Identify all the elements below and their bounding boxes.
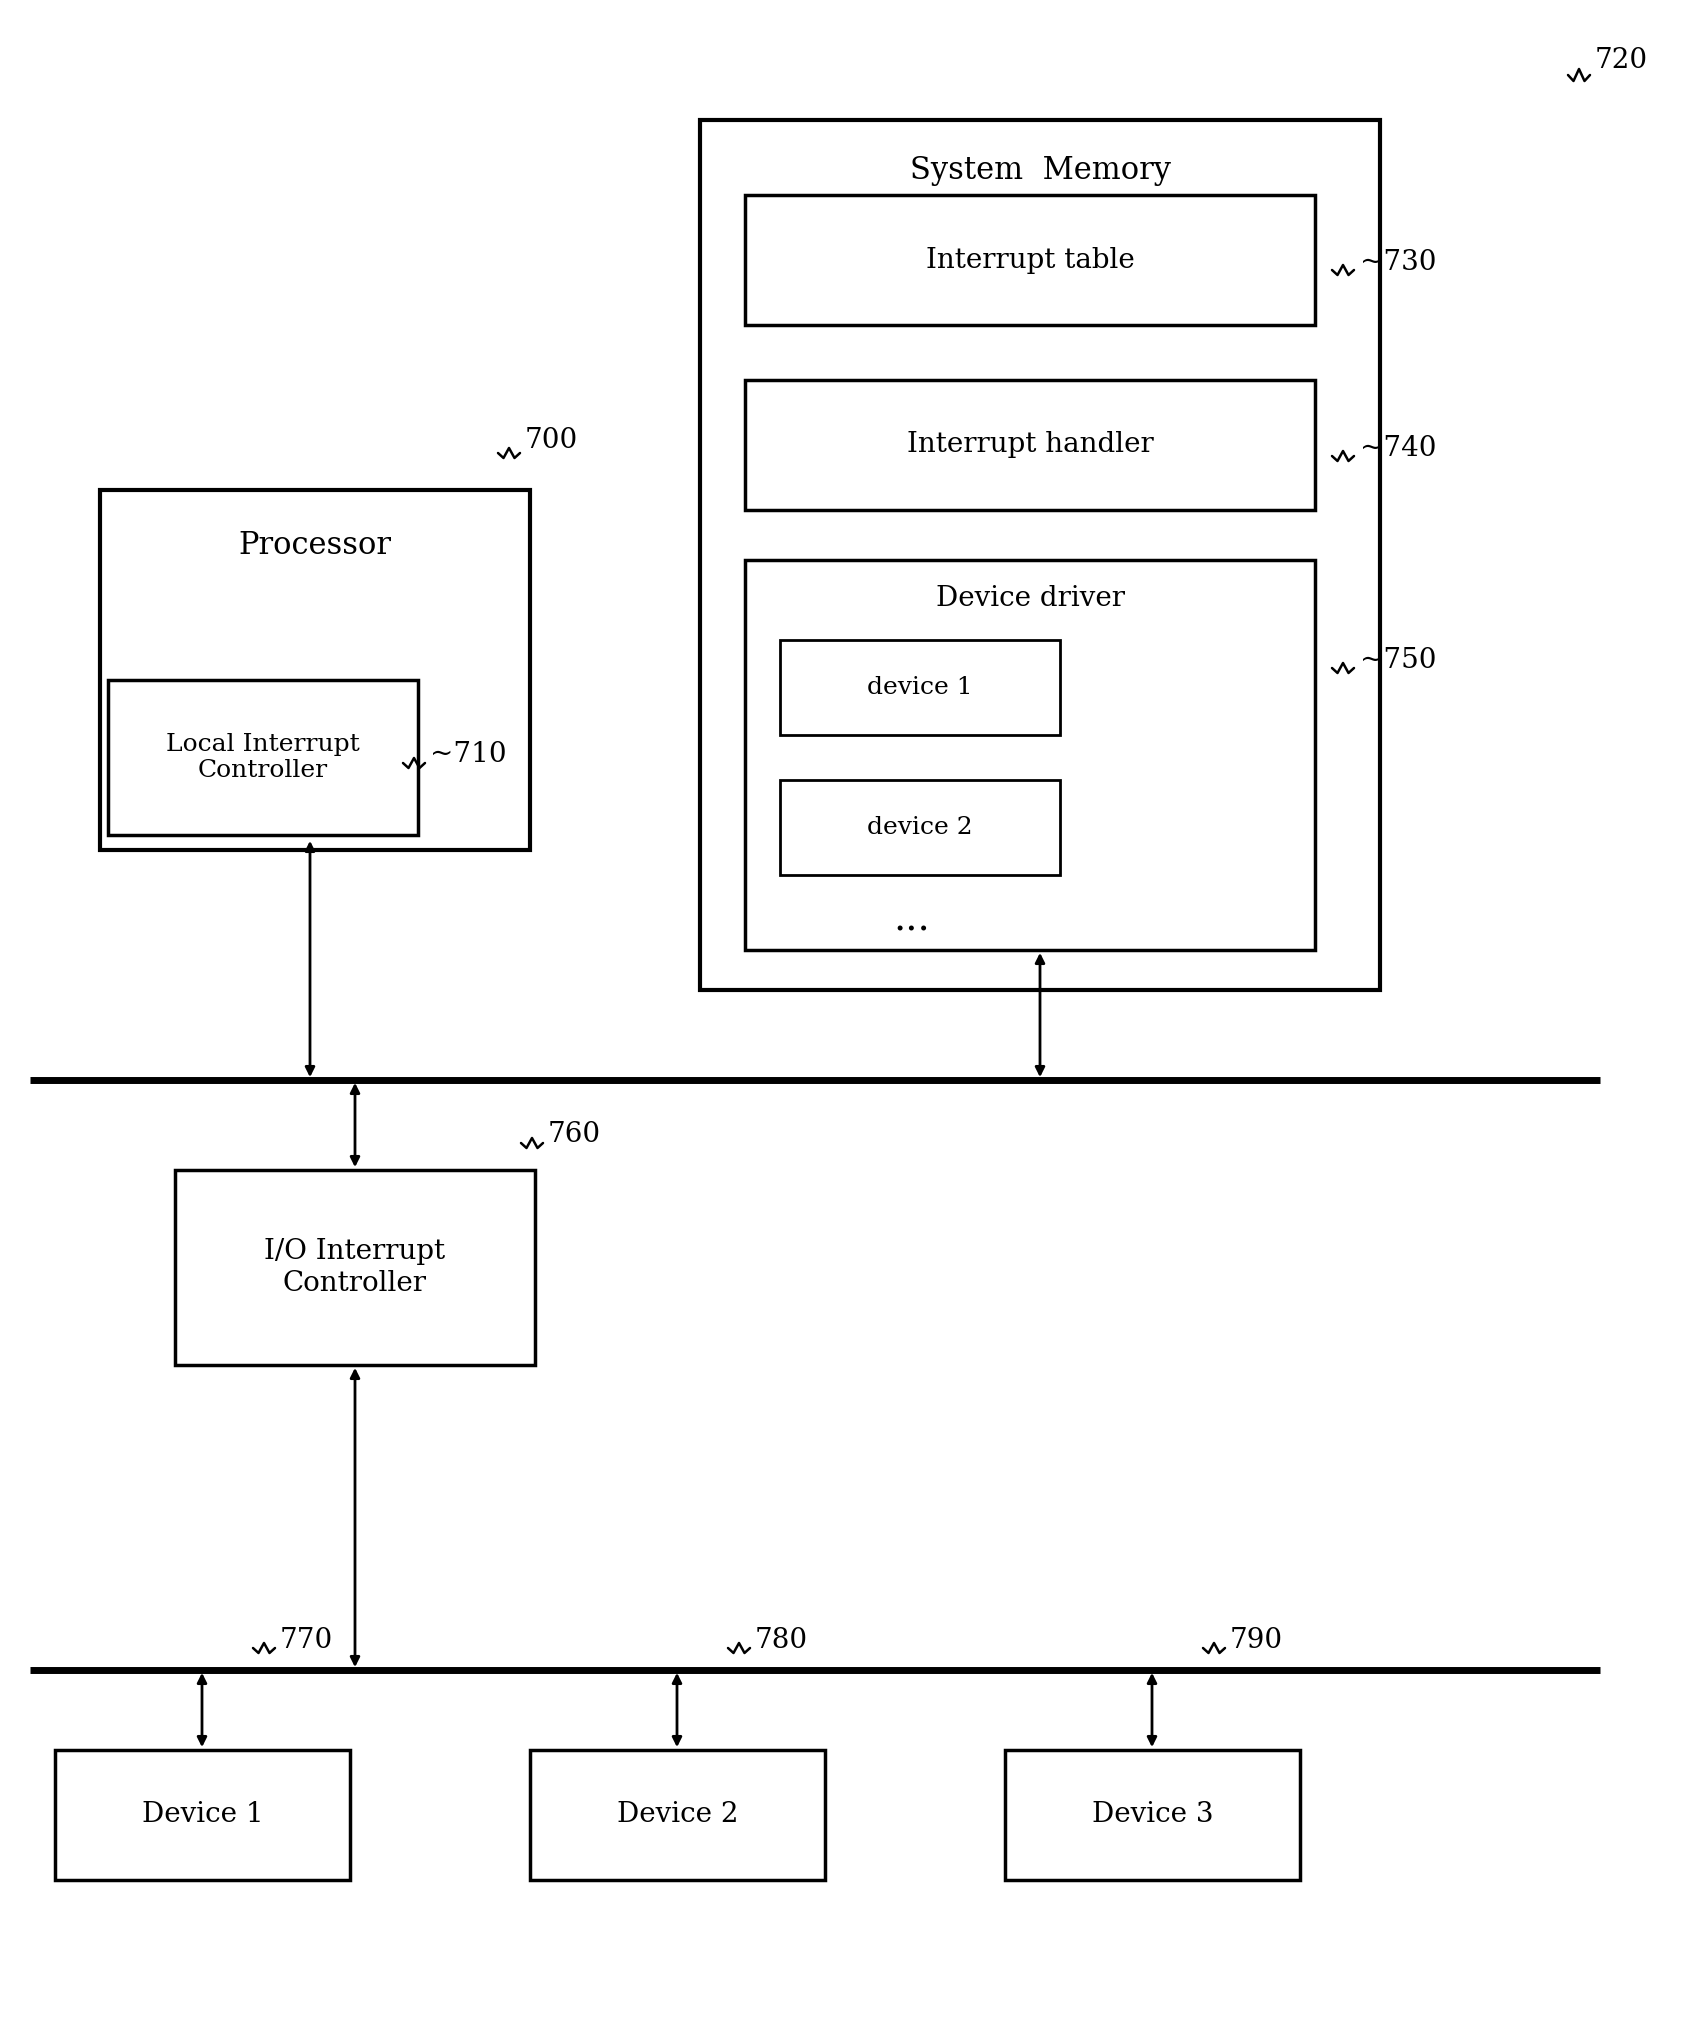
Text: device 2: device 2 (867, 816, 973, 838)
Bar (174, 1170, 535, 1364)
Text: Device 3: Device 3 (1092, 1802, 1214, 1829)
Bar (745, 379, 1315, 510)
Text: 790: 790 (1231, 1627, 1283, 1654)
Bar (745, 561, 1315, 950)
Text: Device 1: Device 1 (142, 1802, 264, 1829)
Text: Interrupt table: Interrupt table (926, 247, 1134, 273)
Text: Processor: Processor (239, 530, 391, 561)
Bar (100, 489, 530, 850)
Bar (780, 640, 1060, 734)
Bar (699, 120, 1380, 991)
Text: Interrupt handler: Interrupt handler (907, 432, 1153, 459)
Text: Device driver: Device driver (936, 585, 1124, 612)
Text: ...: ... (894, 901, 931, 938)
Text: Local Interrupt
Controller: Local Interrupt Controller (166, 732, 361, 783)
Text: device 1: device 1 (867, 677, 973, 699)
Text: 780: 780 (755, 1627, 808, 1654)
Text: 770: 770 (279, 1627, 334, 1654)
Text: System  Memory: System Memory (909, 155, 1170, 186)
Text: 760: 760 (549, 1121, 601, 1148)
Bar (1006, 1749, 1300, 1880)
Bar (54, 1749, 350, 1880)
Text: 700: 700 (525, 426, 579, 453)
Text: ~710: ~710 (430, 742, 506, 769)
Bar (745, 196, 1315, 324)
Text: ~750: ~750 (1359, 646, 1436, 673)
Bar (108, 679, 418, 836)
Bar (530, 1749, 824, 1880)
Text: 720: 720 (1595, 47, 1647, 73)
Text: Device 2: Device 2 (616, 1802, 738, 1829)
Text: ~740: ~740 (1359, 434, 1436, 461)
Text: I/O Interrupt
Controller: I/O Interrupt Controller (264, 1238, 445, 1297)
Text: ~730: ~730 (1359, 249, 1436, 275)
Bar (780, 781, 1060, 875)
